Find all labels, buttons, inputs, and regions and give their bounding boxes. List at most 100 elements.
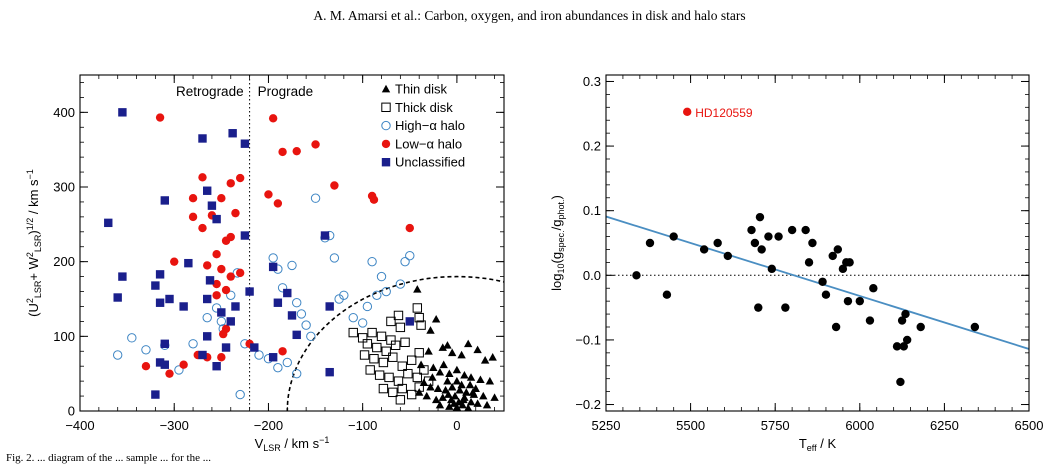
data-point — [226, 290, 236, 300]
data-point — [662, 290, 672, 299]
x-tick-label: 6250 — [930, 418, 959, 433]
data-point — [359, 350, 370, 360]
x-tick-label: −300 — [160, 418, 189, 433]
data-point — [369, 354, 379, 364]
data-point — [865, 316, 875, 325]
data-point — [217, 308, 226, 317]
data-point — [444, 390, 453, 398]
data-point — [403, 368, 413, 379]
data-point — [151, 390, 160, 399]
data-point — [395, 279, 406, 289]
data-point — [755, 212, 765, 222]
data-point — [273, 298, 283, 307]
data-point — [320, 231, 330, 240]
data-point — [155, 113, 165, 122]
data-point — [395, 395, 406, 405]
data-point — [268, 114, 278, 123]
series-filled-circle — [141, 113, 414, 378]
prograde-label: Prograde — [258, 84, 314, 99]
x-tick-label: 5750 — [761, 418, 790, 433]
data-point — [386, 335, 396, 345]
data-point — [378, 357, 389, 368]
retrograde-label: Retrograde — [176, 84, 244, 99]
data-point — [207, 201, 217, 210]
y-tick-label: −0.1 — [575, 332, 601, 347]
data-point — [221, 343, 231, 352]
series-triangle — [413, 285, 499, 411]
x-tick-label: 6500 — [1015, 418, 1044, 433]
data-point — [468, 388, 478, 396]
data-point — [414, 382, 424, 392]
data-point — [490, 393, 499, 401]
data-point — [845, 258, 854, 267]
data-point — [212, 362, 221, 371]
data-point — [723, 251, 733, 261]
y-tick-label: 0.3 — [583, 74, 601, 89]
data-point — [118, 108, 127, 117]
data-point — [419, 378, 429, 386]
data-point — [808, 238, 817, 248]
data-point — [818, 277, 827, 286]
data-point — [413, 285, 422, 293]
data-point — [423, 376, 434, 386]
data-point — [452, 376, 462, 385]
data-point — [283, 288, 292, 298]
data-point — [348, 312, 358, 323]
data-point — [632, 271, 641, 280]
data-point — [855, 296, 864, 306]
velocity-scatter-chart: −400 −300 −200 −100 0 0 100 200 300 400 Retrograde… — [25, 74, 505, 453]
legend-marker — [381, 139, 391, 149]
data-point — [445, 402, 454, 410]
data-point — [397, 361, 407, 371]
data-point — [198, 134, 207, 143]
data-point — [833, 245, 843, 254]
data-point — [438, 393, 447, 401]
data-point — [292, 330, 301, 340]
data-point — [221, 236, 231, 245]
data-point — [348, 327, 358, 338]
data-point — [384, 372, 394, 383]
data-point — [254, 350, 264, 360]
data-point — [388, 352, 398, 362]
data-point — [155, 358, 165, 367]
data-point — [405, 250, 415, 261]
data-point — [165, 294, 174, 304]
data-point — [447, 382, 457, 391]
x-tick-label: 6000 — [845, 418, 874, 433]
data-point — [212, 279, 221, 289]
data-point — [381, 286, 391, 297]
data-point — [202, 312, 212, 323]
data-point — [188, 212, 198, 222]
data-point — [828, 251, 837, 261]
data-point — [282, 357, 292, 368]
data-point — [235, 268, 245, 278]
plot-area — [104, 75, 504, 411]
plot-frame — [605, 74, 1030, 412]
data-point — [431, 395, 441, 404]
data-point — [330, 181, 339, 190]
data-point — [457, 380, 466, 389]
data-point — [155, 270, 165, 279]
data-point — [310, 193, 321, 203]
data-point — [198, 173, 207, 182]
data-point — [447, 348, 457, 357]
series-points — [683, 107, 692, 117]
data-point — [151, 281, 160, 290]
data-point — [774, 232, 783, 241]
data-point — [395, 322, 406, 333]
legend-label: Thick disk — [395, 100, 453, 115]
legend-label: Low−α halo — [395, 136, 462, 151]
data-point — [473, 399, 482, 407]
data-point — [970, 322, 980, 332]
data-point — [273, 362, 283, 373]
data-point — [235, 173, 245, 183]
data-point — [365, 365, 375, 375]
data-point — [155, 298, 165, 307]
plot-area — [606, 107, 1029, 387]
y-tick-label: 400 — [53, 105, 75, 120]
x-tick-label: −400 — [65, 418, 94, 433]
data-point — [476, 375, 485, 383]
data-point — [781, 303, 790, 312]
data-point — [277, 283, 288, 293]
